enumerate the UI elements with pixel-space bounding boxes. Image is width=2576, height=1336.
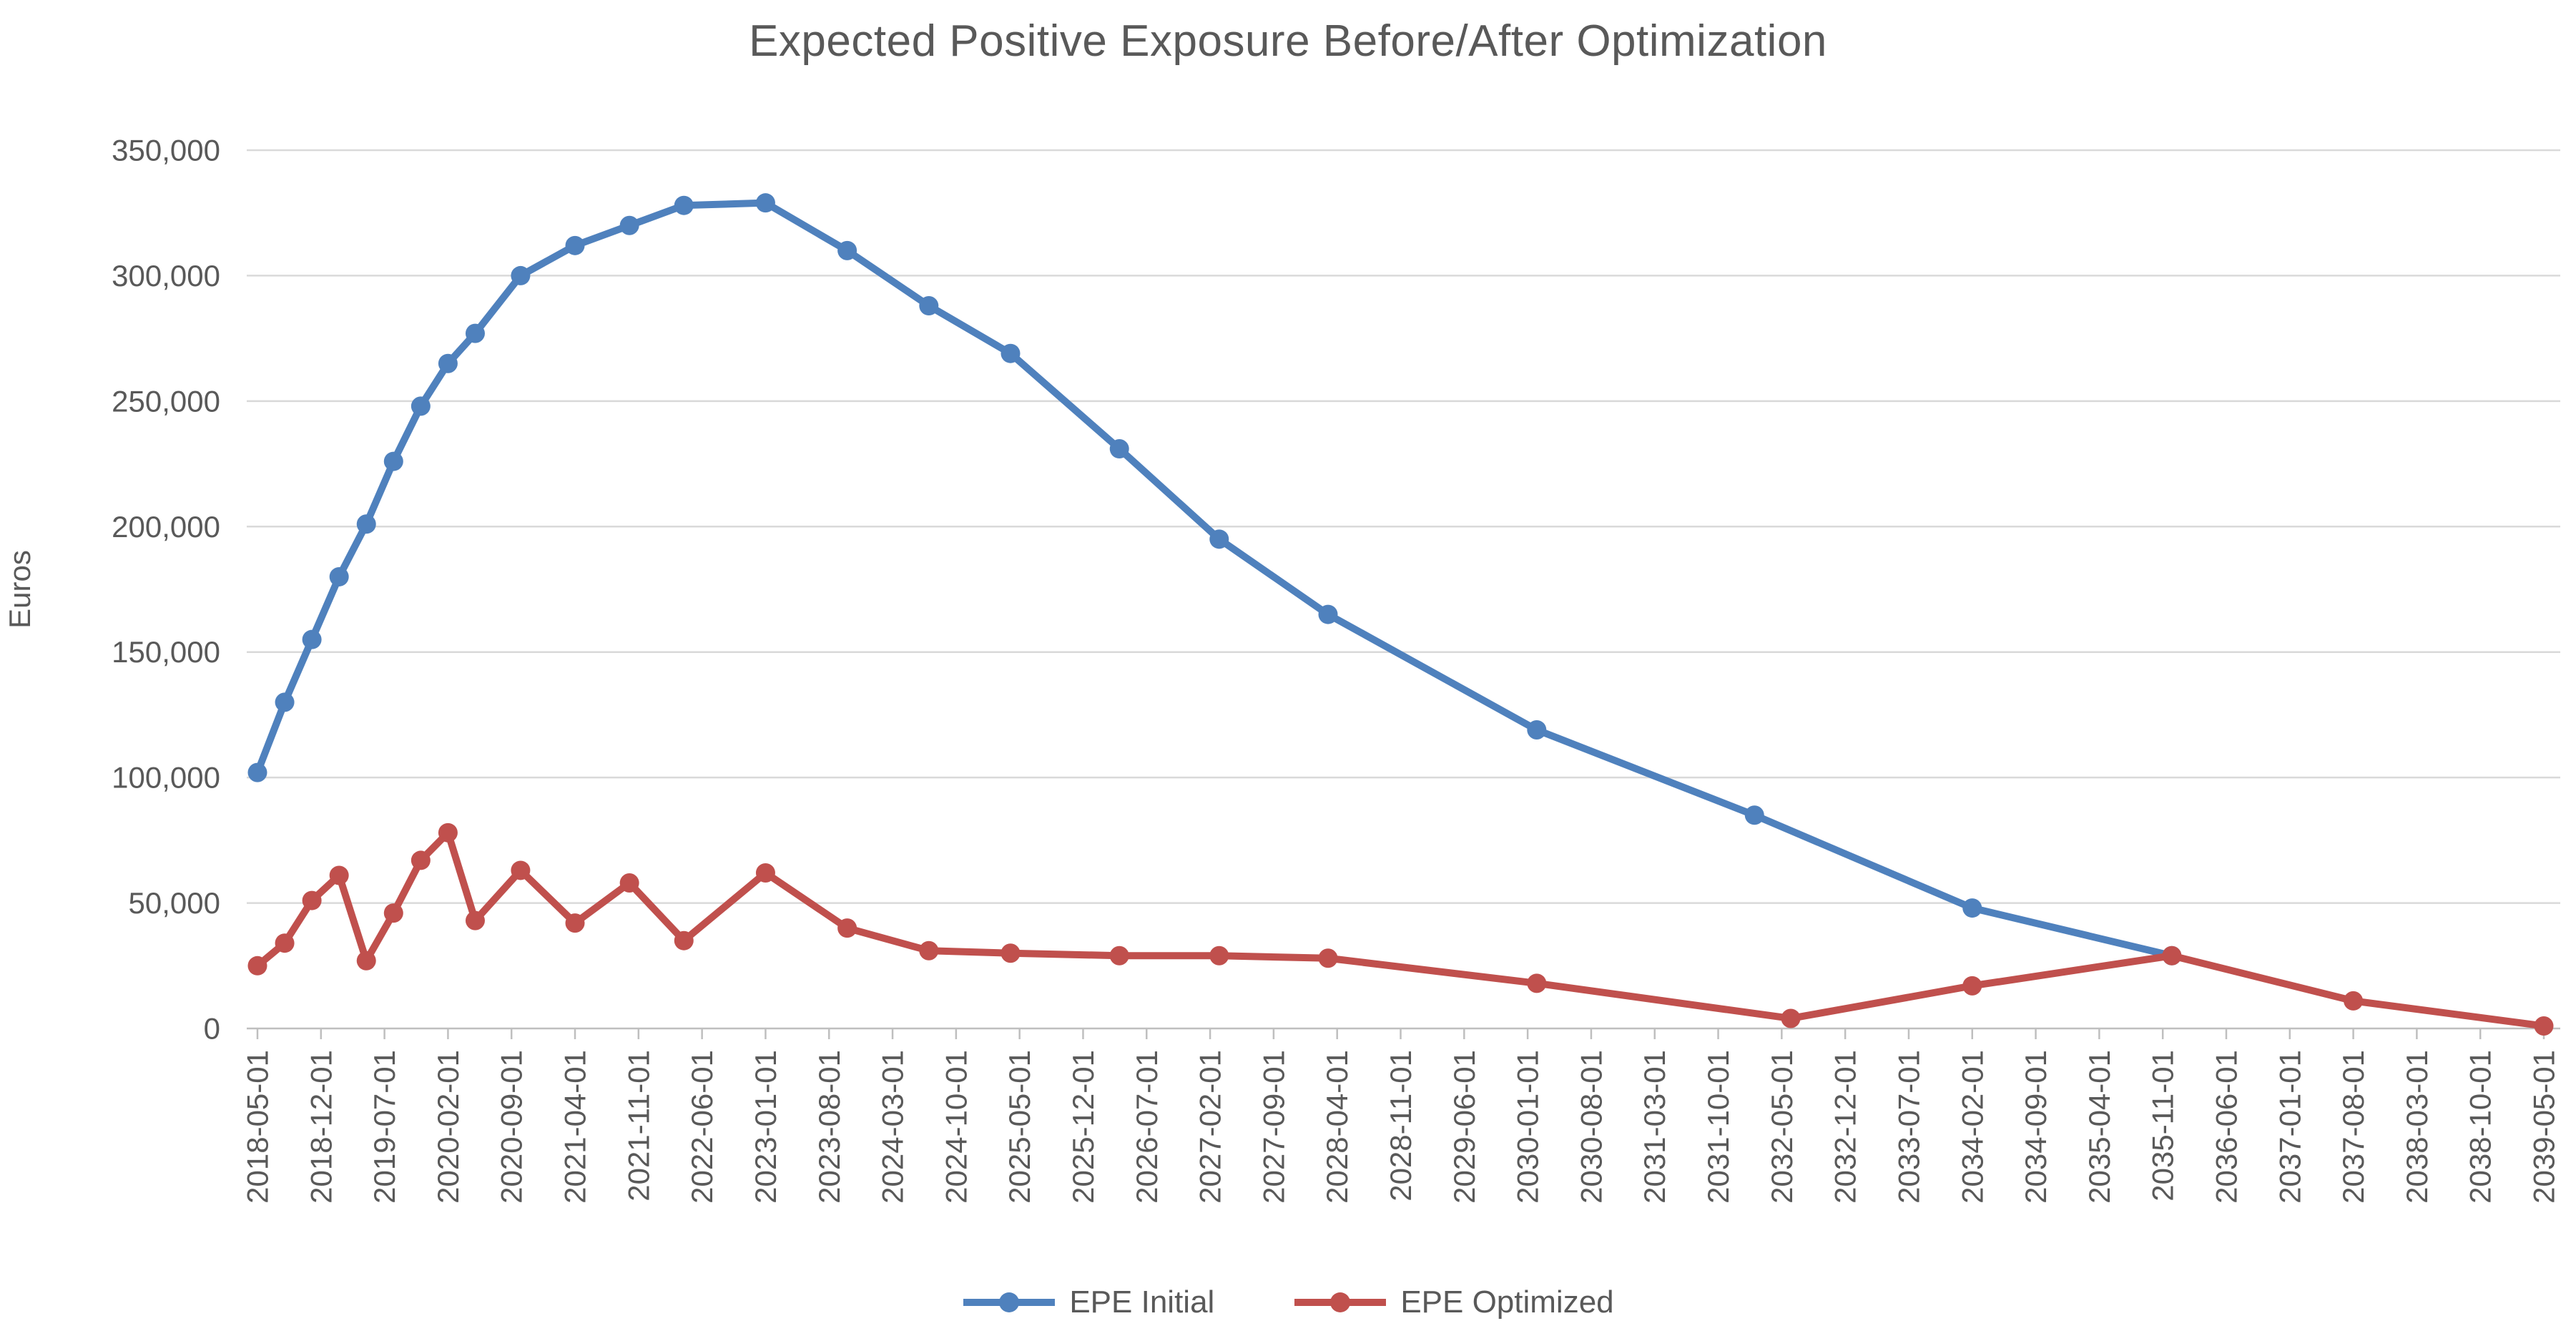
svg-text:2023-08-01: 2023-08-01	[812, 1050, 846, 1204]
svg-text:2038-03-01: 2038-03-01	[2400, 1050, 2434, 1204]
x-axis-tick-labels: 2018-05-01 2018-12-01 2019-07-01 2020-02-01…	[241, 1050, 2561, 1204]
svg-text:2034-09-01: 2034-09-01	[2019, 1050, 2053, 1204]
svg-text:2025-05-01: 2025-05-01	[1003, 1050, 1036, 1204]
svg-text:2022-06-01: 2022-06-01	[685, 1050, 719, 1204]
svg-text:2027-02-01: 2027-02-01	[1194, 1050, 1227, 1204]
legend-item-epe-optimized: EPE Optimized	[1293, 1285, 1614, 1320]
legend-swatch-epe-initial-icon	[963, 1292, 1056, 1312]
svg-text:2038-10-01: 2038-10-01	[2464, 1050, 2497, 1204]
svg-text:2034-02-01: 2034-02-01	[1955, 1050, 1989, 1204]
legend-label-epe-optimized: EPE Optimized	[1400, 1285, 1614, 1320]
x-axis-ticks	[256, 1028, 2545, 1039]
series-lines	[247, 193, 2554, 1036]
svg-text:2019-07-01: 2019-07-01	[368, 1050, 401, 1204]
svg-text:2018-05-01: 2018-05-01	[241, 1050, 275, 1204]
svg-text:2035-04-01: 2035-04-01	[2083, 1050, 2116, 1204]
y-axis-tick-labels: 0 50,000 100,000 150,000 200,000 250,000 300,0…	[112, 134, 220, 1046]
svg-text:2021-11-01: 2021-11-01	[621, 1050, 655, 1202]
svg-text:50,000: 50,000	[129, 886, 220, 920]
svg-text:2018-12-01: 2018-12-01	[304, 1050, 338, 1204]
legend-item-epe-initial: EPE Initial	[962, 1285, 1214, 1320]
svg-text:2037-01-01: 2037-01-01	[2273, 1050, 2306, 1204]
chart-title: Expected Positive Exposure Before/After …	[749, 16, 1827, 66]
svg-text:2029-06-01: 2029-06-01	[1447, 1050, 1481, 1204]
svg-text:2028-11-01: 2028-11-01	[1384, 1050, 1417, 1202]
svg-text:2030-08-01: 2030-08-01	[1574, 1050, 1608, 1204]
gridlines	[247, 149, 2560, 1030]
svg-text:2035-11-01: 2035-11-01	[2146, 1050, 2180, 1202]
svg-text:2030-01-01: 2030-01-01	[1511, 1050, 1545, 1204]
legend: EPE Initial EPE Optimized	[0, 1285, 2576, 1320]
svg-text:2027-09-01: 2027-09-01	[1257, 1050, 1290, 1204]
svg-text:2028-04-01: 2028-04-01	[1320, 1050, 1354, 1204]
svg-text:2032-12-01: 2032-12-01	[1829, 1050, 1862, 1204]
svg-text:2033-07-01: 2033-07-01	[1892, 1050, 1925, 1204]
svg-text:150,000: 150,000	[112, 635, 220, 669]
svg-text:2039-05-01: 2039-05-01	[2527, 1050, 2561, 1204]
svg-text:2020-02-01: 2020-02-01	[431, 1050, 465, 1204]
svg-text:350,000: 350,000	[112, 134, 220, 167]
svg-text:2026-07-01: 2026-07-01	[1130, 1050, 1164, 1204]
svg-text:250,000: 250,000	[112, 384, 220, 418]
svg-text:2036-06-01: 2036-06-01	[2209, 1050, 2243, 1204]
svg-text:2037-08-01: 2037-08-01	[2336, 1050, 2370, 1204]
svg-text:2024-03-01: 2024-03-01	[876, 1050, 910, 1204]
svg-text:300,000: 300,000	[112, 259, 220, 293]
legend-label-epe-initial: EPE Initial	[1069, 1285, 1215, 1320]
svg-text:2032-05-01: 2032-05-01	[1765, 1050, 1799, 1204]
svg-text:0: 0	[204, 1012, 220, 1046]
svg-text:2023-01-01: 2023-01-01	[749, 1050, 782, 1204]
svg-text:2025-12-01: 2025-12-01	[1066, 1050, 1100, 1204]
svg-text:2021-04-01: 2021-04-01	[559, 1050, 592, 1204]
legend-swatch-epe-optimized-icon	[1294, 1292, 1387, 1312]
svg-text:2031-10-01: 2031-10-01	[1701, 1050, 1735, 1204]
svg-text:2024-10-01: 2024-10-01	[939, 1050, 973, 1204]
svg-text:2031-03-01: 2031-03-01	[1638, 1050, 1671, 1204]
svg-text:200,000: 200,000	[112, 510, 220, 544]
svg-text:2020-09-01: 2020-09-01	[495, 1050, 529, 1204]
y-axis-title: Euros	[3, 550, 36, 629]
svg-text:100,000: 100,000	[112, 761, 220, 795]
